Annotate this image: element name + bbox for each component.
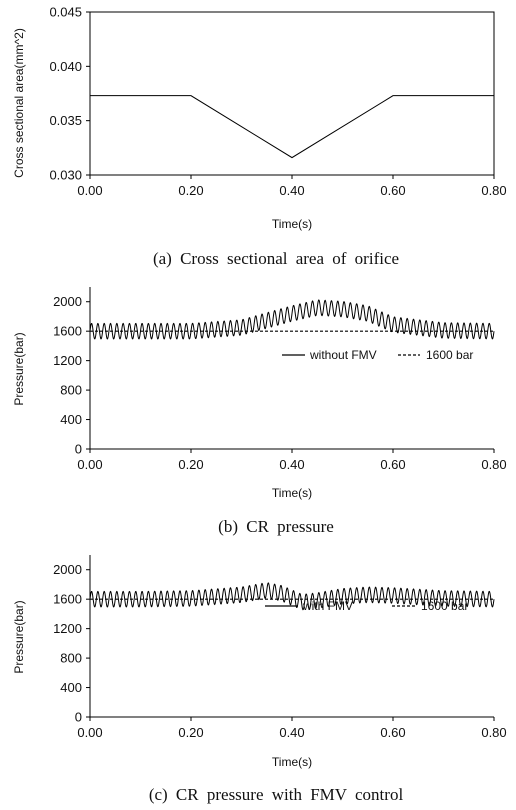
x-tick-label-c: 0.00 xyxy=(77,725,102,740)
y-tick-label-a: 0.030 xyxy=(49,168,82,183)
series-group-b xyxy=(89,299,495,340)
y-axis-label-b: Pressure(bar) xyxy=(12,332,26,405)
legend-label-1600-bar-b: 1600 bar xyxy=(426,348,473,362)
y-tick-label-b: 1600 xyxy=(53,324,82,339)
series-line-c-with-fmv xyxy=(89,582,495,611)
x-tick-label-c: 0.80 xyxy=(481,725,506,740)
x-tick-labels-a: 0.00 0.20 0.40 0.60 0.80 xyxy=(77,175,507,198)
x-tick-label-a: 0.20 xyxy=(178,183,203,198)
panel-b: 0 400 800 1200 1600 2000 0.00 0.20 0.40 0.60 0.80… xyxy=(12,287,507,536)
y-axis-label-c: Pressure(bar) xyxy=(12,600,26,673)
y-tick-label-b: 400 xyxy=(60,412,82,427)
y-tick-labels-c: 0 400 800 1200 1600 2000 xyxy=(53,562,90,725)
y-tick-label-c: 1200 xyxy=(53,621,82,636)
x-tick-label-c: 0.40 xyxy=(279,725,304,740)
caption-c: (c) CR pressure with FMV control xyxy=(149,785,404,804)
plot-area-a xyxy=(89,11,495,176)
panel-c: 0 400 800 1200 1600 2000 0.00 0.20 0.40 0.60 0.80… xyxy=(12,555,507,804)
x-axis-label-b: Time(s) xyxy=(272,486,312,500)
legend-c: with FMV 1600 bar xyxy=(265,599,468,613)
x-tick-label-b: 0.00 xyxy=(77,457,102,472)
legend-label-1600-bar-c: 1600 bar xyxy=(421,599,468,613)
y-tick-labels-b: 0 400 800 1200 1600 2000 xyxy=(53,294,90,457)
y-tick-label-a: 0.045 xyxy=(49,5,82,20)
y-tick-label-c: 2000 xyxy=(53,562,82,577)
y-tick-label-c: 400 xyxy=(60,680,82,695)
x-tick-label-c: 0.20 xyxy=(178,725,203,740)
x-tick-labels-b: 0.00 0.20 0.40 0.60 0.80 xyxy=(77,449,507,472)
caption-a: (a) Cross sectional area of orifice xyxy=(153,249,399,268)
series-group-c xyxy=(89,582,495,611)
y-tick-label-c: 0 xyxy=(75,710,82,725)
series-line-b-without-fmv xyxy=(89,299,495,340)
x-tick-label-b: 0.60 xyxy=(380,457,405,472)
x-axis-label-c: Time(s) xyxy=(272,755,312,769)
x-tick-labels-c: 0.00 0.20 0.40 0.60 0.80 xyxy=(77,717,507,740)
caption-b: (b) CR pressure xyxy=(218,517,334,536)
y-tick-labels-a: 0.030 0.035 0.040 0.045 xyxy=(49,5,90,183)
y-tick-label-b: 0 xyxy=(75,442,82,457)
x-tick-label-c: 0.60 xyxy=(380,725,405,740)
legend-b: without FMV 1600 bar xyxy=(282,348,473,362)
x-tick-label-a: 0.60 xyxy=(380,183,405,198)
x-tick-label-b: 0.20 xyxy=(178,457,203,472)
x-axis-label-a: Time(s) xyxy=(272,217,312,231)
x-tick-label-b: 0.80 xyxy=(481,457,506,472)
series-group-a xyxy=(90,95,494,159)
y-tick-label-b: 800 xyxy=(60,383,82,398)
x-tick-label-b: 0.40 xyxy=(279,457,304,472)
legend-label-without-fmv: without FMV xyxy=(309,348,377,362)
y-axis-label-a: Cross sectional area(mm^2) xyxy=(12,28,26,178)
x-tick-label-a: 0.80 xyxy=(481,183,506,198)
panel-a: 0.030 0.035 0.040 0.045 0.00 0.20 0.40 0.60 0.8… xyxy=(12,5,507,269)
y-tick-label-b: 2000 xyxy=(53,294,82,309)
x-tick-label-a: 0.40 xyxy=(279,183,304,198)
y-tick-label-a: 0.040 xyxy=(49,59,82,74)
y-tick-label-b: 1200 xyxy=(53,353,82,368)
legend-label-with-fmv: with FMV xyxy=(302,599,353,613)
series-line-a-area xyxy=(90,95,494,159)
y-tick-label-c: 1600 xyxy=(53,592,82,607)
x-tick-label-a: 0.00 xyxy=(77,183,102,198)
y-tick-label-a: 0.035 xyxy=(49,113,82,128)
y-tick-label-c: 800 xyxy=(60,651,82,666)
